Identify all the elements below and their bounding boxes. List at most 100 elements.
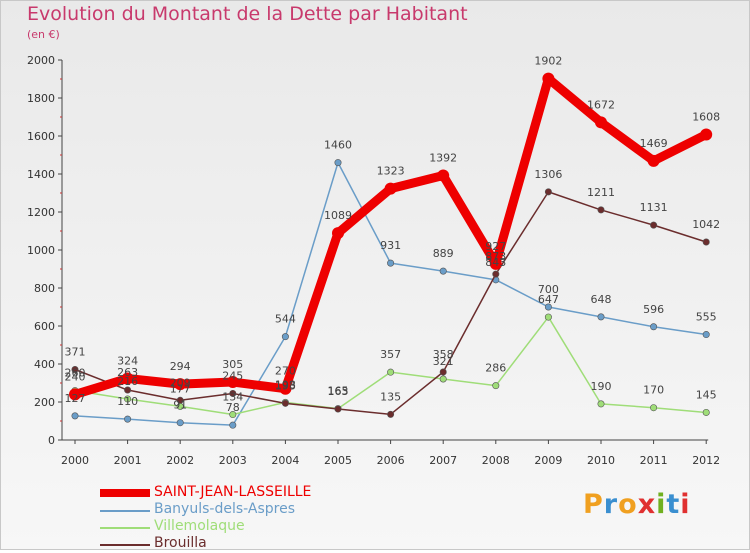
data-point [597,400,605,408]
data-label: 193 [275,379,296,392]
data-point [542,72,555,85]
data-label: 190 [591,380,612,393]
data-point [332,227,344,240]
y-tick-label: 600 [34,320,55,333]
data-point [489,257,502,270]
data-point [650,323,658,331]
data-point [71,412,79,420]
data-point [176,396,184,404]
x-tick-label: 2002 [166,454,194,467]
data-label: 170 [643,384,664,397]
data-point [229,389,237,397]
chart-subtitle: (en €) [27,28,60,41]
data-label: 1608 [692,110,720,123]
x-tick-label: 2007 [429,454,457,467]
data-label: 198 [275,378,296,391]
data-label: 127 [65,392,86,405]
data-point [279,382,292,395]
data-label: 1131 [640,201,668,214]
data-label: 555 [696,311,717,324]
data-label: 240 [65,370,86,383]
logo-letter: x [637,489,657,520]
data-label: 889 [433,247,454,260]
data-point [71,366,79,374]
data-label: 357 [380,348,401,361]
data-label: 544 [275,313,296,326]
data-label: 873 [485,250,506,263]
y-tick-label: 1200 [27,206,55,219]
data-label: 177 [170,382,191,395]
data-label: 843 [485,256,506,269]
data-point [69,388,81,401]
data-point [702,331,710,339]
data-label: 596 [643,303,664,316]
data-point [124,395,132,403]
data-label: 163 [328,385,349,398]
data-point [439,368,447,376]
legend-swatch [100,489,150,497]
data-point [124,386,132,394]
logo-letter: P [583,489,604,520]
data-label: 78 [226,401,240,414]
x-tick-label: 2006 [377,454,405,467]
logo-letter: i [680,489,691,520]
x-tick-label: 2009 [534,454,562,467]
data-point [650,404,658,412]
logo-letter: r [603,489,619,520]
data-point [597,313,605,321]
data-label: 321 [433,355,454,368]
data-label: 305 [222,358,243,371]
y-tick-label: 0 [48,434,55,447]
legend-label: SAINT-JEAN-LASSEILLE [154,484,312,500]
data-label: 371 [65,346,86,359]
y-tick-label: 1600 [27,130,55,143]
x-tick-label: 2003 [219,454,247,467]
y-tick-label: 400 [34,358,55,371]
data-label: 134 [222,391,243,404]
data-point [226,376,239,389]
data-point [334,159,342,167]
y-tick-label: 2000 [27,54,55,67]
data-point [544,313,552,321]
data-point [700,128,713,141]
x-tick-label: 2010 [587,454,615,467]
data-label: 1211 [587,186,615,199]
data-point [229,411,237,419]
data-point [595,116,607,129]
data-label: 358 [433,348,454,361]
data-label: 1089 [324,209,352,222]
data-point [650,221,658,229]
data-label: 648 [591,293,612,306]
data-point [229,421,237,429]
data-point [544,188,552,196]
data-point [384,182,397,195]
chart-title: Evolution du Montant de la Dette par Hab… [27,3,468,25]
legend-label: Brouilla [154,535,207,551]
data-label: 91 [173,399,187,412]
data-point [124,415,132,423]
data-label: 260 [65,367,86,380]
data-point [492,270,500,278]
data-label: 700 [538,283,559,296]
logo-letter: i [656,489,667,520]
data-point [597,206,605,214]
data-label: 1306 [534,168,562,181]
data-label: 1902 [534,55,562,68]
data-point [281,333,289,341]
data-point [387,410,395,418]
legend-label: Villemolaque [154,518,245,534]
data-label: 647 [538,293,559,306]
data-label: 1323 [377,165,405,178]
data-point [702,238,710,246]
data-label: 209 [170,376,191,389]
data-label: 294 [170,360,191,373]
legend-swatch [100,510,150,512]
data-point [387,368,395,376]
data-point [647,154,660,167]
y-tick-label: 1800 [27,92,55,105]
data-label: 145 [696,388,717,401]
data-point [702,408,710,416]
legend-label: Banyuls-dels-Aspres [154,501,295,517]
